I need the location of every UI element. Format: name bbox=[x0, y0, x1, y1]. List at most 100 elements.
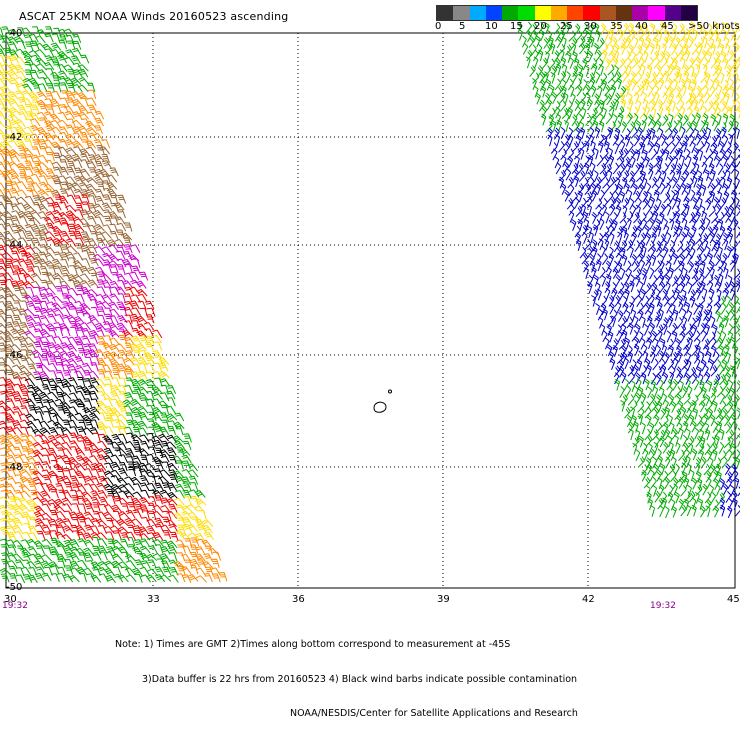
wind-barb bbox=[18, 329, 28, 336]
wind-barb bbox=[594, 171, 598, 182]
wind-barb bbox=[704, 169, 709, 180]
wind-barb bbox=[719, 442, 724, 453]
wind-barb bbox=[686, 122, 692, 133]
wind-barb bbox=[13, 427, 23, 434]
colorbar-label: 45 bbox=[661, 21, 674, 32]
wind-barb bbox=[726, 491, 731, 502]
wind-barb bbox=[57, 64, 67, 71]
wind-barb bbox=[0, 111, 5, 119]
wind-barb bbox=[10, 295, 21, 302]
wind-barb bbox=[84, 540, 94, 547]
wind-barb bbox=[46, 324, 56, 331]
wind-barb bbox=[648, 499, 653, 510]
wind-barb bbox=[737, 408, 740, 419]
wind-barb bbox=[639, 332, 643, 343]
wind-speed-colorbar bbox=[436, 5, 698, 21]
wind-barb bbox=[72, 517, 80, 526]
wind-barb bbox=[32, 296, 42, 303]
wind-barb bbox=[650, 218, 655, 229]
wind-barb bbox=[649, 141, 654, 152]
wind-barb bbox=[70, 370, 78, 378]
wind-barb bbox=[29, 78, 39, 85]
wind-barb bbox=[167, 463, 177, 470]
wind-barb bbox=[643, 344, 647, 355]
wind-barb bbox=[124, 238, 131, 247]
wind-barb bbox=[109, 316, 118, 324]
wind-barb bbox=[711, 492, 716, 503]
wind-barb bbox=[62, 490, 71, 498]
wind-barb bbox=[657, 65, 662, 76]
wind-barb bbox=[72, 92, 82, 99]
wind-barb bbox=[174, 498, 184, 505]
footnotes: Note: 1) Times are GMT 2)Times along bot… bbox=[115, 616, 578, 731]
wind-barb bbox=[632, 79, 637, 90]
wind-barb bbox=[703, 37, 707, 48]
wind-barb bbox=[720, 72, 724, 83]
wind-barb bbox=[674, 232, 678, 243]
wind-barb bbox=[104, 216, 112, 225]
wind-barb bbox=[670, 143, 675, 154]
wind-barb bbox=[138, 421, 148, 428]
wind-barb bbox=[686, 247, 691, 258]
wind-barb bbox=[614, 366, 620, 377]
wind-barb bbox=[133, 385, 141, 393]
wind-barb bbox=[45, 253, 55, 260]
wind-barb bbox=[69, 266, 77, 275]
latitude-label: -48 bbox=[6, 462, 22, 473]
wind-barb bbox=[566, 169, 571, 180]
wind-barb bbox=[596, 72, 600, 83]
wind-barb bbox=[665, 507, 669, 518]
wind-barb bbox=[696, 211, 701, 222]
wind-barb bbox=[673, 379, 678, 390]
wind-barb bbox=[615, 379, 620, 390]
wind-barb bbox=[719, 43, 724, 54]
wind-barb bbox=[136, 281, 146, 288]
wind-barb bbox=[642, 470, 647, 481]
wind-barb bbox=[643, 443, 648, 454]
wind-barb bbox=[605, 212, 609, 223]
wind-barb bbox=[685, 274, 690, 285]
wind-barb bbox=[42, 385, 51, 393]
wind-barb bbox=[679, 100, 684, 111]
longitude-label: 39 bbox=[437, 594, 450, 605]
wind-barb bbox=[727, 506, 732, 518]
colorbar-swatch bbox=[665, 6, 681, 20]
wind-barb bbox=[712, 325, 717, 336]
wind-barb bbox=[602, 275, 606, 286]
wind-barb bbox=[25, 331, 35, 338]
wind-barb bbox=[88, 315, 98, 322]
wind-barb bbox=[709, 332, 715, 343]
wind-barb bbox=[604, 183, 610, 194]
wind-barb bbox=[51, 43, 61, 50]
wind-barb bbox=[9, 566, 18, 574]
wind-barb bbox=[705, 267, 710, 278]
wind-barb bbox=[603, 309, 608, 320]
wind-barb bbox=[607, 192, 613, 203]
wind-barb bbox=[133, 484, 142, 492]
wind-barb bbox=[714, 197, 719, 208]
wind-barb bbox=[92, 553, 101, 561]
wind-barb bbox=[13, 337, 22, 345]
wind-barb bbox=[35, 554, 45, 562]
wind-barb bbox=[32, 350, 42, 357]
wind-barb bbox=[38, 190, 49, 196]
wind-barb bbox=[212, 574, 220, 583]
wind-barb bbox=[102, 295, 112, 302]
wind-barb bbox=[727, 246, 732, 257]
wind-barb bbox=[705, 444, 710, 455]
wind-barb bbox=[711, 58, 717, 69]
wind-barb bbox=[135, 560, 144, 568]
colorbar-swatch bbox=[600, 6, 616, 20]
wind-barb bbox=[671, 401, 676, 412]
wind-barb bbox=[634, 290, 640, 301]
wind-barb bbox=[662, 115, 668, 126]
wind-barb bbox=[619, 135, 624, 146]
wind-barb bbox=[656, 241, 661, 252]
wind-barb bbox=[694, 129, 698, 140]
wind-barb bbox=[641, 423, 645, 434]
wind-barb bbox=[672, 276, 678, 287]
wind-barb bbox=[681, 79, 686, 90]
wind-barb bbox=[72, 504, 80, 513]
wind-barb bbox=[703, 484, 708, 495]
